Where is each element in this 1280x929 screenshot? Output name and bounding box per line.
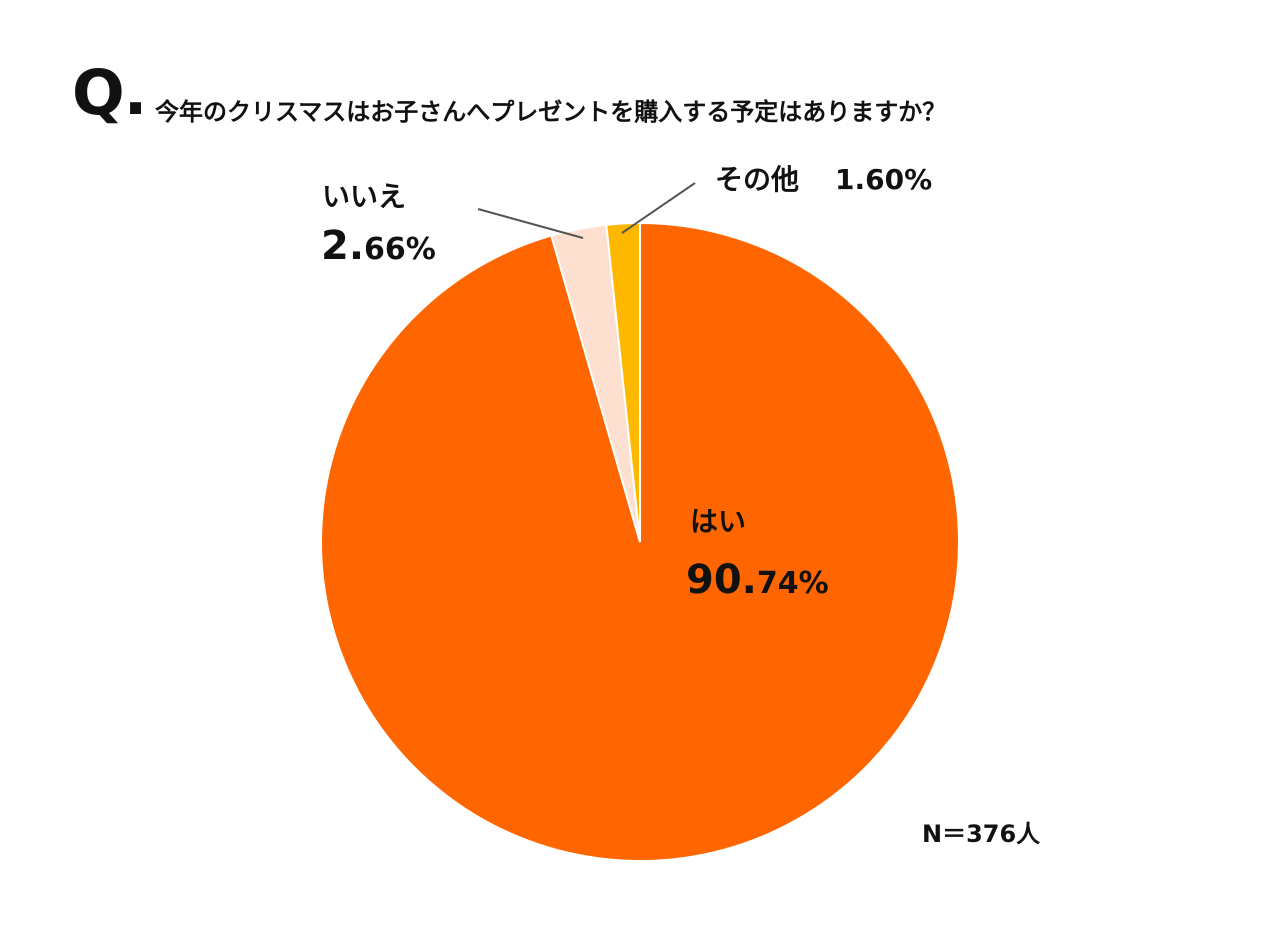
leader-line-iie xyxy=(477,208,584,239)
slice-label-hai: はい xyxy=(690,505,747,538)
slice-value-iie: 2.66% xyxy=(321,226,436,266)
question-mark: Q. xyxy=(72,56,147,129)
leader-line-other xyxy=(621,182,696,234)
slice-other xyxy=(605,221,641,543)
slice-value-hai-big: 90. xyxy=(686,557,757,603)
slice-label-other: その他 xyxy=(715,163,800,196)
slice-value-other: 1.60% xyxy=(835,163,933,196)
sample-size: N＝376人 xyxy=(922,820,1041,848)
slice-value-iie-small: 66% xyxy=(364,232,436,267)
slice-value-hai-small: 74% xyxy=(756,566,829,601)
slice-label-other-wrap: その他 1.60% xyxy=(715,166,932,194)
slice-value-iie-big: 2. xyxy=(321,223,365,269)
slice-label-iie: いいえ xyxy=(322,180,407,213)
slice-value-hai: 90.74% xyxy=(686,560,829,600)
question-text: 今年のクリスマスはお子さんへプレゼントを購入する予定はありますか？ xyxy=(155,98,947,126)
